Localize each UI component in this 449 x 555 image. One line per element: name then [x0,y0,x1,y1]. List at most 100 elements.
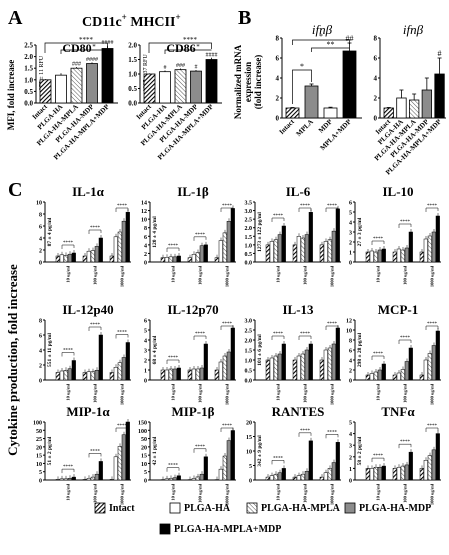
c4-group-label: 1000 ug/ml [120,383,125,405]
c2-tick-label: 2.5 [245,218,253,224]
c1-bar [196,253,200,262]
c1-group-label: 1000 ug/ml [225,265,230,287]
c3-bar [405,248,409,262]
c3-sig-label: **** [400,220,411,225]
c7-tick-label: 6 [349,349,352,355]
c1-sig-label: **** [195,233,206,238]
c5-bar [177,368,181,380]
c8-group-label: 10 ug/ml [66,483,71,500]
c4-baseline: 551 ± 11 pg/ml [47,333,53,368]
c9-tick-label: 10 [141,462,147,468]
a0-bar [56,75,67,103]
c5-bar [173,369,177,380]
b1-tick-label: 0 [374,115,378,123]
legend-label: PLGA-HA-MPLA [261,503,341,514]
c6-bar [266,360,270,380]
c1-tick-label: 2 [144,252,147,258]
c5-bar [165,370,169,380]
c3-bar [382,249,386,262]
c7-bar [436,331,440,380]
c8-bar [118,446,122,480]
c7-group-label: 10 ug/ml [376,383,381,400]
c6-bar [293,360,297,380]
c3-tick-label: 2 [349,241,352,247]
b0-x-label: MPLA [295,118,315,138]
c9-baseline: 42 ± 1 pg/ml [152,436,158,465]
c5-bar [204,344,208,380]
c0-bar [68,254,72,262]
b0-tick-label: 6 [276,55,280,63]
c8-tick-label: 10 [36,462,42,468]
b0-sig-label: * [300,62,304,71]
c8-bar [114,457,118,480]
c1-bar [169,257,173,262]
b0-tick-label: 2 [276,95,280,103]
c7-bar [432,346,436,381]
c11-bar [382,466,386,480]
c2-bar [274,240,278,262]
b1-bar [435,74,445,118]
a1-mark: #### [206,52,218,58]
c4-bar [99,335,103,380]
c10-bar [278,473,282,480]
c7-tick-label: 12 [346,319,352,325]
c3-tick-label: 1 [349,251,352,257]
c5-tick-label: 0 [144,379,147,385]
c9-bar [169,478,173,480]
c10-bar [266,477,270,480]
a1-mark: # [164,65,167,71]
c4-bar [95,370,99,380]
c8-tick-label: 100 [33,421,42,427]
c5-group-label: 1000 ug/ml [225,383,230,405]
b1-bar [409,100,419,118]
c0-tick-label: 8 [39,213,42,219]
a0-mark: ### [72,62,81,68]
c4-group-label: 10 ug/ml [66,383,71,400]
c0-group-label: 10 ug/ml [66,265,71,282]
c8-tick-label: 0 [39,479,42,485]
c11-bar [401,466,405,480]
c0-tick-label: 2 [39,249,42,255]
c11-tick-label: 2 [349,455,352,461]
c2-bar [282,226,286,262]
c6-bar [336,328,340,380]
c1-bar [223,233,227,262]
c6-tick-label: 1.0 [245,359,253,365]
c4-bar [110,373,114,381]
c0-bar [118,232,122,262]
c4-bar [118,363,122,380]
c8-bar [72,477,76,480]
c2-sig-label: **** [300,204,311,209]
c6-group-label: 1000 ug/ml [330,383,335,405]
a0-tick-label: 2.5 [24,42,33,50]
a1-sig-label: * [196,43,200,51]
c6-title: IL-13 [282,302,314,317]
c0-bar [110,256,114,262]
c6-tick-label: 1.5 [245,349,253,355]
c1-tick-label: 14 [141,201,147,207]
c1-bar [188,258,192,262]
c7-bar [405,362,409,381]
c4-bar [114,367,118,380]
c5-bar [223,356,227,380]
b0-tick-label: 4 [276,75,280,83]
c9-bar [227,441,231,480]
c11-bar [374,467,378,480]
c4-group-label: 100 ug/ml [93,383,98,403]
c8-baseline: 51 ± 2 pg/ml [47,436,53,465]
c2-tick-label: 0.5 [245,252,253,258]
c10-bar [293,477,297,480]
legend-label: PLGA-HA [184,503,231,514]
c1-bar [200,246,204,262]
c8-bar [64,479,68,480]
c5-tick-label: 6 [144,319,147,325]
a0-tick-label: 1.5 [24,65,33,73]
c0-bar [83,256,87,262]
c10-group-label: 10 ug/ml [276,483,281,500]
c3-tick-label: 5 [349,211,352,217]
c2-tick-label: 1.0 [245,243,253,249]
c9-tick-label: 5 [144,470,147,476]
c3-bar [370,251,374,262]
c11-bar [370,468,374,480]
